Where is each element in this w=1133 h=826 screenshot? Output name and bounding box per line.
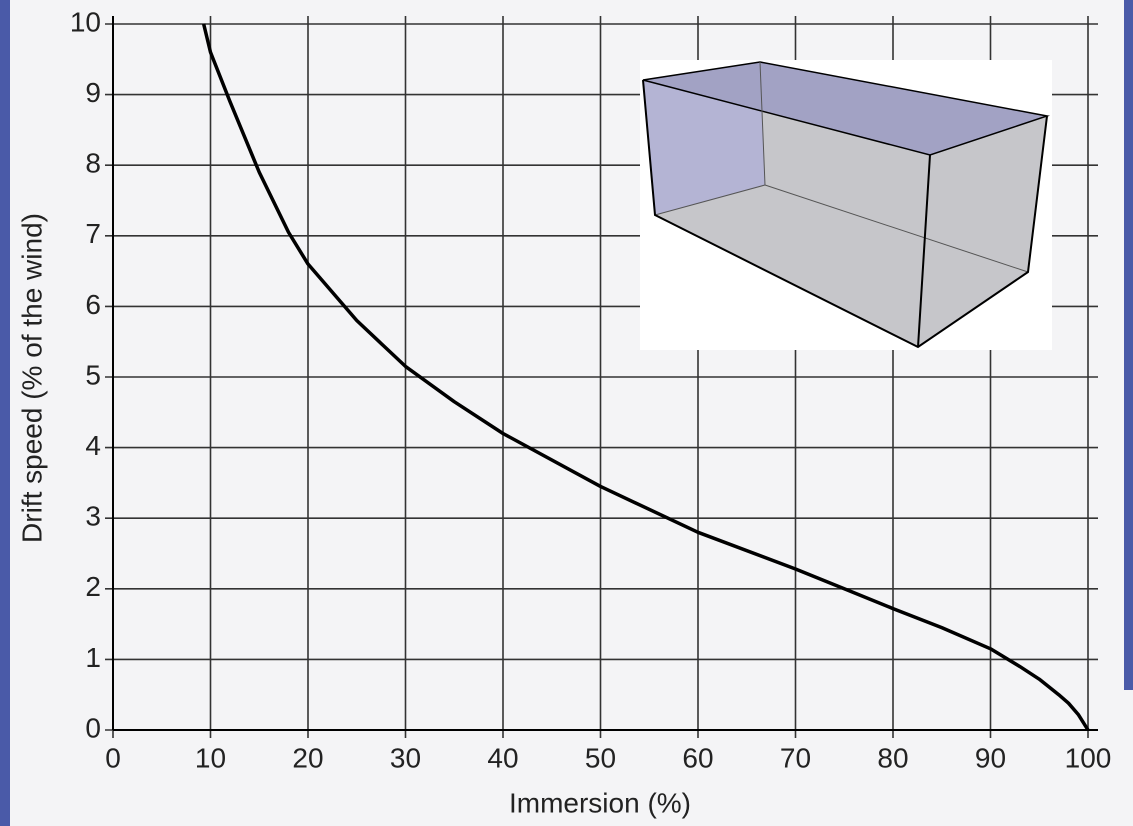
x-axis-label: Immersion (%) bbox=[509, 787, 691, 818]
y-tick-label: 1 bbox=[85, 642, 101, 673]
y-tick-label: 9 bbox=[85, 77, 101, 108]
x-tick-label: 50 bbox=[585, 742, 616, 773]
y-axis-label: Drift speed (% of the wind) bbox=[16, 213, 47, 543]
x-tick-label: 40 bbox=[487, 742, 518, 773]
right-strip bbox=[1124, 0, 1133, 690]
y-tick-label: 10 bbox=[70, 6, 101, 37]
x-tick-label: 90 bbox=[975, 742, 1006, 773]
x-tick-label: 30 bbox=[390, 742, 421, 773]
y-tick-label: 8 bbox=[85, 148, 101, 179]
y-tick-label: 3 bbox=[85, 501, 101, 532]
y-tick-label: 5 bbox=[85, 359, 101, 390]
y-tick-label: 4 bbox=[85, 430, 101, 461]
x-tick-label: 60 bbox=[682, 742, 713, 773]
inset-box bbox=[640, 60, 1052, 350]
x-tick-label: 70 bbox=[780, 742, 811, 773]
y-tick-label: 7 bbox=[85, 218, 101, 249]
y-tick-label: 2 bbox=[85, 571, 101, 602]
x-tick-label: 10 bbox=[195, 742, 226, 773]
page: {"chart_data": {"type": "line", "xlabel"… bbox=[0, 0, 1133, 826]
y-tick-label: 0 bbox=[85, 712, 101, 743]
x-tick-label: 0 bbox=[105, 742, 121, 773]
chart: 0 10 20 30 40 50 60 70 80 90 100 0 1 2 3 4 5 6 7 8 9 10 Immer… bbox=[0, 0, 1133, 826]
y-tick-label: 6 bbox=[85, 289, 101, 320]
x-tick-label: 80 bbox=[877, 742, 908, 773]
x-tick-label: 20 bbox=[292, 742, 323, 773]
left-strip bbox=[0, 0, 10, 826]
x-tick-label: 100 bbox=[1065, 742, 1112, 773]
